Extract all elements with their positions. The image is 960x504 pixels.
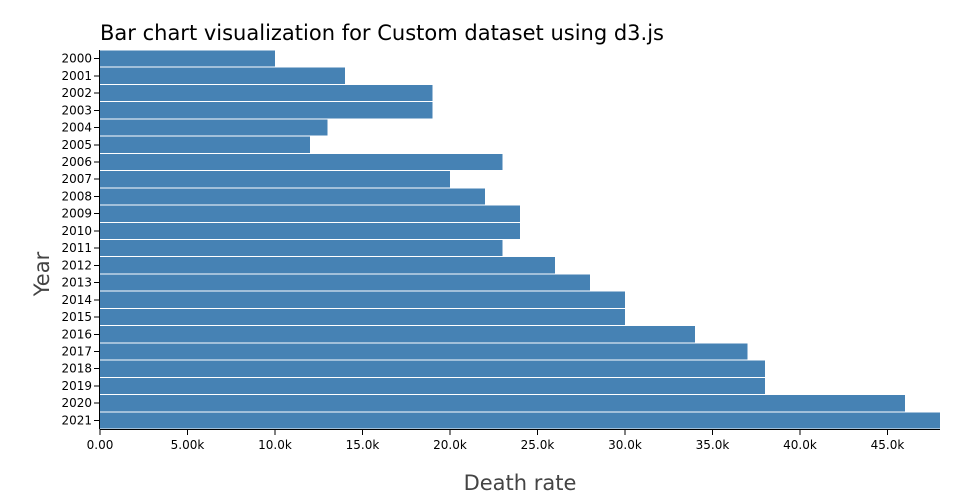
- bar-2012: [100, 257, 555, 274]
- bar-2020: [100, 395, 905, 412]
- bar-2002: [100, 84, 433, 102]
- y-tick-label: 2017: [61, 344, 92, 358]
- bar-2021: [100, 412, 940, 429]
- bar-2008: [100, 188, 485, 205]
- x-tick-label: 25.0k: [521, 438, 555, 452]
- y-tick-label: 2019: [61, 379, 92, 393]
- y-tick-label: 2009: [61, 207, 92, 221]
- bar-2018: [100, 360, 765, 377]
- chart-title: Bar chart visualization for Custom datas…: [100, 21, 664, 45]
- y-tick-label: 2016: [61, 327, 92, 341]
- y-tick-label: 2006: [61, 155, 92, 169]
- y-tick-label: 2018: [61, 362, 92, 376]
- y-tick-label: 2007: [61, 172, 92, 186]
- bars-group: [100, 50, 940, 429]
- x-tick-label: 35.0k: [696, 438, 730, 452]
- x-tick-label: 10.0k: [258, 438, 292, 452]
- y-tick-label: 2021: [61, 413, 92, 427]
- bar-2006: [100, 153, 503, 171]
- y-tick-label: 2010: [61, 224, 92, 238]
- x-tick-label: 45.0k: [871, 438, 905, 452]
- y-tick-label: 2002: [61, 86, 92, 100]
- x-axis-title: Death rate: [464, 471, 577, 495]
- bar-2003: [100, 102, 433, 119]
- bar-2009: [100, 205, 520, 222]
- bar-2016: [100, 326, 695, 343]
- bar-2013: [100, 274, 590, 291]
- y-tick-label: 2011: [61, 241, 92, 255]
- bar-2015: [100, 308, 625, 326]
- bar-2005: [100, 136, 310, 153]
- y-tick-label: 2008: [61, 189, 92, 203]
- y-tick-label: 2001: [61, 69, 92, 83]
- y-tick-label: 2013: [61, 276, 92, 290]
- x-tick-label: 5.00k: [171, 438, 205, 452]
- y-tick-label: 2005: [61, 138, 92, 152]
- bar-2000: [100, 50, 275, 67]
- bar-2019: [100, 377, 765, 395]
- y-tick-label: 2014: [61, 293, 92, 307]
- y-axis-title: Year: [30, 251, 54, 297]
- x-tick-label: 20.0k: [433, 438, 467, 452]
- bar-2017: [100, 343, 748, 360]
- bar-2007: [100, 171, 450, 188]
- y-tick-label: 2004: [61, 121, 92, 135]
- x-tick-label: 0.00: [87, 438, 114, 452]
- y-axis: 2000 2001 2002 2003 2004 2005 2006 2007 2008 2009…: [61, 50, 100, 429]
- bar-2004: [100, 119, 328, 136]
- y-tick-label: 2000: [61, 52, 92, 66]
- x-tick-label: 40.0k: [783, 438, 817, 452]
- y-tick-label: 2020: [61, 396, 92, 410]
- y-tick-label: 2003: [61, 103, 92, 117]
- x-tick-label: 30.0k: [608, 438, 642, 452]
- bar-2001: [100, 67, 345, 84]
- x-tick-label: 15.0k: [346, 438, 380, 452]
- y-tick-label: 2015: [61, 310, 92, 324]
- y-tick-label: 2012: [61, 258, 92, 272]
- bar-2014: [100, 291, 625, 308]
- bar-2011: [100, 240, 503, 257]
- x-axis: 0.00 5.00k 10.0k 15.0k 20.0k 25.0k 30.0k 35.0k 4…: [87, 429, 940, 452]
- bar-2010: [100, 222, 520, 239]
